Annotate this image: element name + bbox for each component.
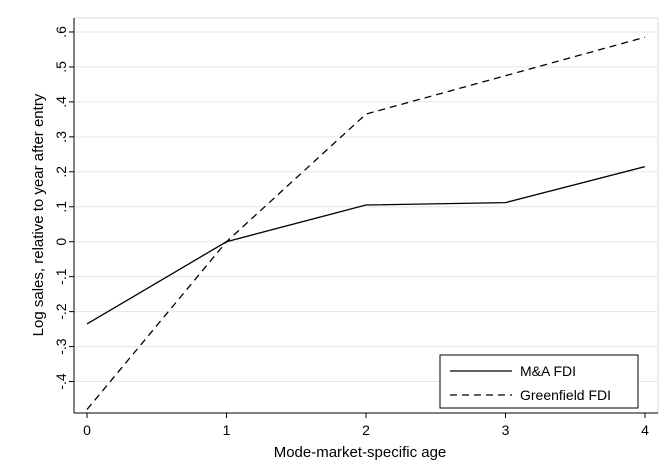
legend-label-ma-fdi: M&A FDI <box>520 363 576 379</box>
x-tick-label: 3 <box>502 422 510 438</box>
y-tick-label: -.3 <box>53 338 69 355</box>
gridlines <box>74 31 658 383</box>
plot-area-frame <box>73 17 659 414</box>
y-tick-label: .5 <box>53 61 69 73</box>
x-tick-label: 2 <box>362 422 370 438</box>
x-axis-title: Mode-market-specific age <box>274 444 447 461</box>
x-tick-label: 0 <box>83 422 91 438</box>
x-tick-label: 1 <box>223 422 231 438</box>
x-tick-label: 4 <box>641 422 649 438</box>
y-tick-label: -.1 <box>53 268 69 285</box>
y-tick-label: -.2 <box>53 303 69 320</box>
y-tick-label: .6 <box>53 26 69 38</box>
ticks: -.4 -.3 -.2 -.1 0 .1 .2 .3 .4 .5 .6 0 1 2 3 4 <box>53 26 649 438</box>
y-tick-label: .1 <box>53 201 69 213</box>
legend-box <box>439 354 639 409</box>
y-tick-label: -.4 <box>53 373 69 390</box>
y-tick-label: .3 <box>53 131 69 143</box>
series-line-greenfield-fdi <box>86 36 646 410</box>
legend: M&A FDI Greenfield FDI <box>439 354 639 409</box>
y-tick-label: .2 <box>53 166 69 178</box>
legend-label-greenfield-fdi: Greenfield FDI <box>520 387 611 403</box>
series <box>86 36 646 410</box>
y-tick-label: 0 <box>53 238 69 246</box>
series-line-ma-fdi <box>86 165 646 325</box>
y-tick-label: .4 <box>53 96 69 108</box>
y-axis-title: Log sales, relative to year after entry <box>30 93 47 336</box>
